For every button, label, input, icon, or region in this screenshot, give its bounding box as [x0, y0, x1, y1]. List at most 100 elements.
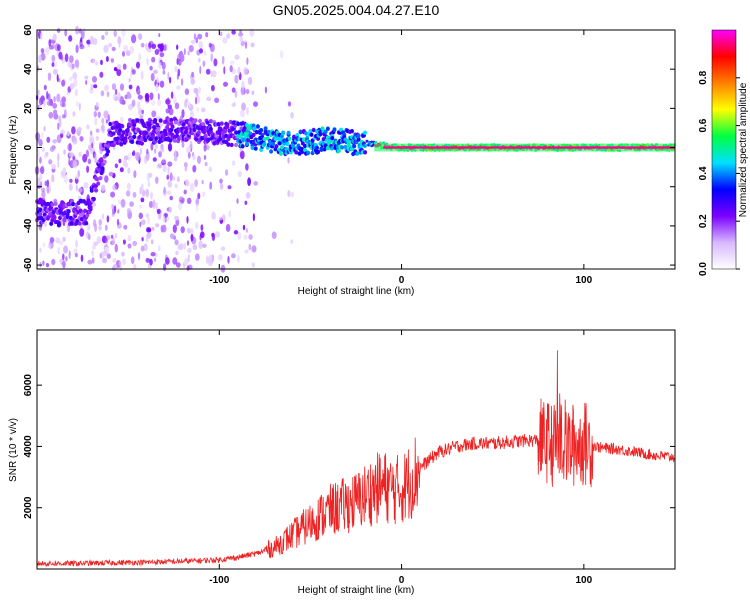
- heatmap-cell: [146, 47, 152, 53]
- heatmap-cell: [95, 135, 99, 141]
- heatmap-cell: [152, 200, 157, 209]
- heatmap-cell: [226, 142, 231, 147]
- heatmap-cell: [190, 78, 196, 85]
- heatmap-cell: [57, 161, 60, 168]
- heatmap-cell: [277, 141, 282, 146]
- heatmap-cell: [231, 87, 236, 93]
- heatmap-cell: [105, 119, 108, 124]
- heatmap-cell: [196, 130, 201, 135]
- heatmap-cell: [44, 47, 50, 55]
- heatmap-cell: [72, 111, 76, 117]
- heatmap-cell: [80, 254, 84, 262]
- heatmap-cell: [165, 99, 171, 105]
- heatmap-cell: [165, 257, 170, 265]
- heatmap-cell: [343, 144, 348, 150]
- heatmap-cell: [239, 121, 244, 126]
- y-tick-label: 6000: [23, 374, 34, 397]
- heatmap-cell: [106, 91, 110, 98]
- heatmap-cell: [194, 179, 199, 188]
- heatmap-cell: [101, 124, 105, 132]
- heatmap-cell: [203, 133, 208, 138]
- heatmap-cell: [52, 139, 58, 144]
- heatmap-cell: [150, 191, 153, 200]
- heatmap-cell: [50, 202, 55, 207]
- heatmap-cell: [99, 170, 104, 176]
- heatmap-cell: [80, 30, 85, 40]
- heatmap-cell: [187, 247, 192, 254]
- heatmap-cell: [183, 189, 187, 195]
- heatmap-cell: [137, 94, 143, 100]
- heatmap-cell: [187, 50, 190, 56]
- heatmap-cell: [40, 52, 46, 61]
- heatmap-cell: [201, 107, 206, 113]
- heatmap-cell: [93, 153, 97, 160]
- heatmap-cell: [244, 249, 249, 254]
- heatmap-cell: [145, 153, 150, 162]
- heatmap-cell: [180, 226, 185, 234]
- heatmap-cell: [93, 241, 98, 247]
- heatmap-cell: [58, 115, 62, 121]
- heatmap-cell: [43, 126, 46, 132]
- heatmap-cell: [78, 102, 81, 111]
- heatmap-cell: [240, 144, 245, 149]
- heatmap-cell: [253, 181, 258, 186]
- heatmap-cell: [184, 165, 188, 172]
- heatmap-cell: [250, 145, 255, 150]
- heatmap-cell: [227, 185, 232, 190]
- heatmap-cell: [198, 118, 202, 124]
- heatmap-cell: [85, 80, 88, 85]
- heatmap-cell: [72, 208, 77, 213]
- heatmap-cell: [62, 260, 66, 269]
- heatmap-cell: [239, 36, 244, 42]
- heatmap-cell: [198, 57, 201, 63]
- heatmap-cell: [285, 141, 290, 147]
- heatmap-cell: [154, 49, 160, 55]
- heatmap-cell: [87, 223, 91, 231]
- heatmap-cell: [100, 90, 105, 97]
- heatmap-cell: [187, 253, 190, 263]
- heatmap-cell: [195, 37, 198, 44]
- heatmap-cell: [114, 232, 117, 239]
- heatmap-cell: [98, 219, 103, 226]
- heatmap-cell: [237, 254, 240, 263]
- heatmap-cell: [49, 221, 54, 226]
- heatmap-cell: [264, 86, 267, 94]
- heatmap-cell: [116, 218, 120, 226]
- x-tick-label: -100: [209, 575, 229, 586]
- heatmap-cell: [234, 54, 240, 60]
- heatmap-cell: [145, 188, 149, 198]
- heatmap-cell: [69, 55, 74, 63]
- heatmap-cell: [271, 231, 277, 239]
- heatmap-cell: [155, 201, 158, 211]
- heatmap-cell: [280, 145, 284, 150]
- heatmap-cell: [245, 41, 248, 49]
- heatmap-cell: [323, 129, 328, 134]
- heatmap-cell: [135, 151, 141, 161]
- spectrogram-heatmap: [34, 25, 676, 273]
- heatmap-cell: [132, 134, 137, 139]
- heatmap-cell: [118, 43, 121, 48]
- heatmap-cell: [319, 146, 324, 151]
- heatmap-cell: [137, 33, 143, 40]
- heatmap-cell: [140, 141, 144, 146]
- heatmap-cell: [229, 142, 234, 148]
- heatmap-cell: [243, 131, 248, 136]
- heatmap-cell: [72, 136, 78, 145]
- heatmap-cell: [198, 40, 203, 50]
- heatmap-cell: [101, 35, 105, 40]
- heatmap-cell: [140, 70, 144, 80]
- heatmap-cell: [117, 92, 121, 102]
- y-tick-label: -60: [23, 257, 34, 272]
- heatmap-cell: [255, 124, 260, 129]
- heatmap-cell: [152, 157, 157, 162]
- heatmap-cell: [111, 131, 116, 136]
- heatmap-cell: [41, 147, 45, 152]
- heatmap-cell: [110, 58, 114, 63]
- heatmap-cell: [79, 44, 85, 50]
- heatmap-cell: [114, 243, 119, 253]
- heatmap-cell: [169, 76, 172, 84]
- heatmap-cell: [203, 51, 207, 56]
- heatmap-cell: [72, 72, 78, 80]
- heatmap-cell: [233, 123, 237, 129]
